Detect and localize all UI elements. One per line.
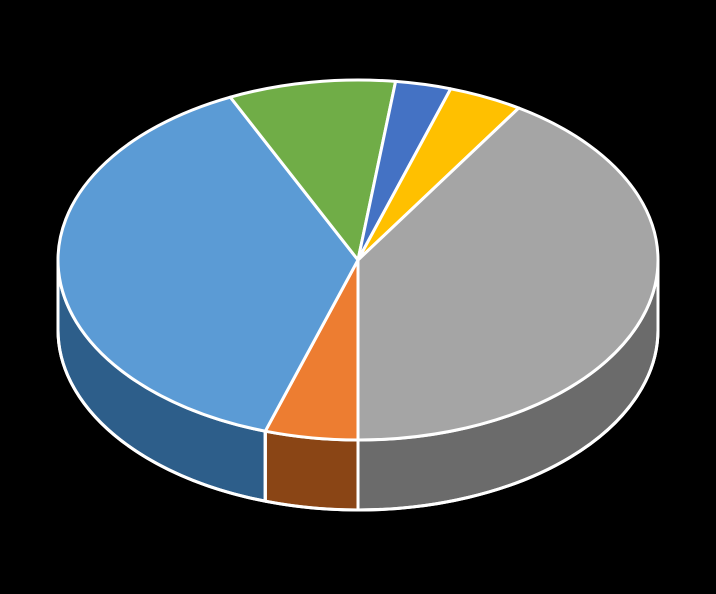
pie-side-orange xyxy=(265,431,358,510)
pie-chart-svg xyxy=(0,0,716,594)
pie-chart-3d xyxy=(0,0,716,594)
